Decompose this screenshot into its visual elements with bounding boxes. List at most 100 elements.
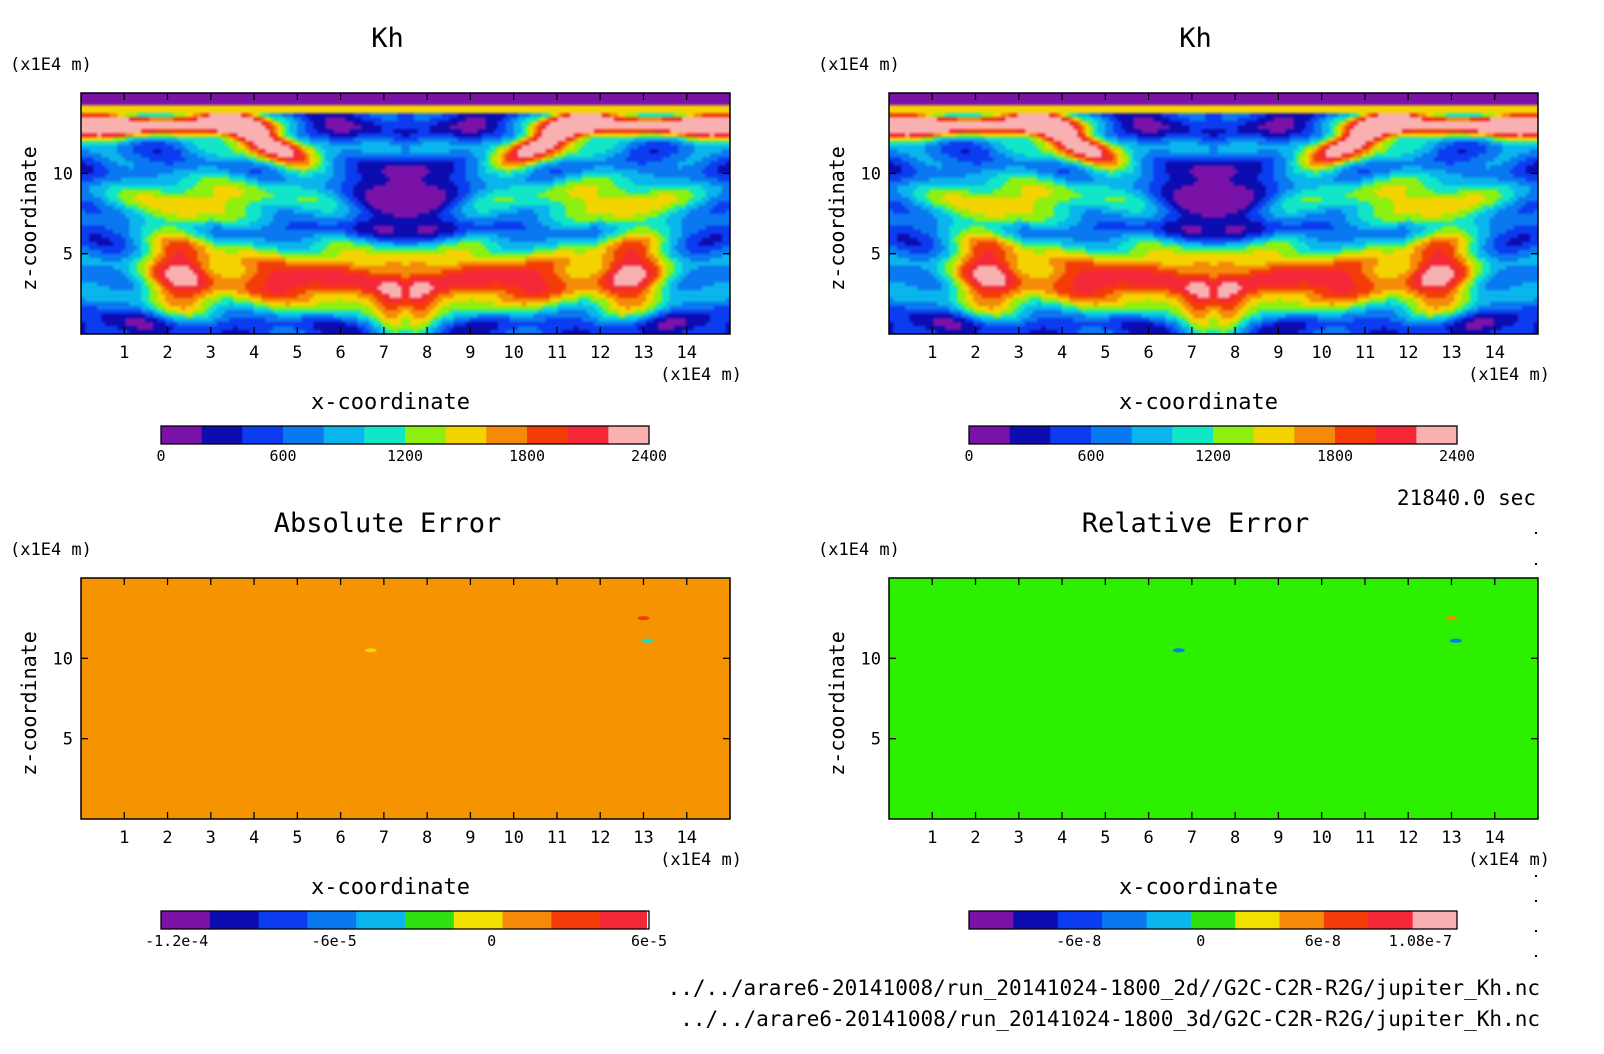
- x-tick-label: 9: [1273, 343, 1283, 363]
- x-tick-label: 13: [1441, 828, 1461, 848]
- colorbar-swatch: [1050, 426, 1092, 444]
- x-tick-label: 10: [503, 343, 523, 363]
- colorbar-tick-label: 600: [269, 447, 296, 465]
- colorbar-swatch: [405, 911, 455, 929]
- error-spot: [637, 616, 650, 621]
- colorbar-swatch: [1235, 911, 1281, 929]
- time-label: 21840.0 sec: [1397, 486, 1536, 510]
- colorbar-tick-label: 1200: [1195, 447, 1231, 465]
- colorbar-swatch: [307, 911, 357, 929]
- x-tick-label: 10: [1311, 343, 1331, 363]
- margin-dots: [1535, 532, 1537, 957]
- x-tick-label: 11: [547, 828, 567, 848]
- x-tick-label: 11: [1355, 343, 1375, 363]
- colorbar-frame: [160, 910, 650, 930]
- panel-title: Kh: [371, 23, 404, 54]
- x-tick-label: 14: [676, 828, 696, 848]
- colorbar-tick-label: 1.08e-7: [1389, 932, 1452, 950]
- colorbar-swatch: [1009, 426, 1051, 444]
- x-unit-label: (x1E4 m): [1468, 850, 1550, 870]
- colorbar-frame: [968, 910, 1458, 930]
- x-tick-label: 2: [970, 828, 980, 848]
- colorbar-tick-label: 1200: [387, 447, 423, 465]
- colorbar-swatch: [283, 426, 325, 444]
- colorbar: 0 600 1200 1800 2400: [156, 425, 667, 465]
- x-tick-label: 14: [1484, 343, 1504, 363]
- colorbar-frame: [160, 425, 650, 445]
- x-axis-label: x-coordinate: [1119, 390, 1278, 415]
- kh-field: [889, 93, 1538, 334]
- colorbar-swatch: [453, 911, 504, 929]
- y-tick-label: 10: [53, 649, 73, 669]
- x-tick-label: 8: [1230, 343, 1240, 363]
- x-tick-label: 8: [1230, 828, 1240, 848]
- colorbar-tick-label: -1.2e-4: [145, 932, 208, 950]
- plot-frame: [888, 577, 1539, 820]
- x-tick-label: 11: [547, 343, 567, 363]
- colorbar: -6e-8 0 6e-8 1.08e-7: [968, 910, 1458, 950]
- panel-4: Relative Error(x1E4 m)1 2 3 4 5 6 7 8 9 10 11 12 13 1…: [818, 508, 1550, 950]
- colorbar-swatch: [969, 426, 1011, 444]
- x-tick-label: 8: [422, 828, 432, 848]
- error-field: [889, 578, 1538, 819]
- x-tick-label: 1: [119, 828, 129, 848]
- x-tick-label: 4: [249, 343, 259, 363]
- x-tick-label: 2: [162, 828, 172, 848]
- colorbar: 0 600 1200 1800 2400: [964, 425, 1475, 465]
- y-unit-label: (x1E4 m): [10, 540, 92, 560]
- x-tick-label: 10: [1311, 828, 1331, 848]
- colorbar-swatch: [1279, 911, 1325, 929]
- x-tick-label: 2: [970, 343, 980, 363]
- colorbar-swatch: [201, 426, 243, 444]
- colorbar-swatch: [258, 911, 308, 929]
- y-unit-label: (x1E4 m): [818, 55, 900, 75]
- y-unit-label: (x1E4 m): [10, 55, 92, 75]
- footer-path-3d: ../../arare6-20141008/run_20141024-1800_…: [680, 1007, 1540, 1031]
- x-tick-label: 2: [162, 343, 172, 363]
- x-unit-label: (x1E4 m): [660, 850, 742, 870]
- panel-title: Absolute Error: [274, 508, 502, 539]
- colorbar-swatch: [969, 911, 1014, 929]
- y-tick-label: 10: [861, 649, 881, 669]
- y-axis-label: z-coordinate: [825, 146, 849, 291]
- panel-3: Absolute Error(x1E4 m)1 2 3 4 5 6 7 8 9 10 11 12 13 1…: [10, 508, 742, 950]
- y-tick-label: 5: [63, 730, 73, 750]
- colorbar-swatch: [323, 426, 365, 444]
- x-tick-label: 13: [1441, 343, 1461, 363]
- x-tick-label: 3: [1014, 828, 1024, 848]
- error-spot: [1172, 648, 1185, 653]
- colorbar-tick-label: -6e-8: [1056, 932, 1101, 950]
- colorbar-swatch: [1190, 911, 1236, 929]
- colorbar-swatch: [608, 426, 650, 444]
- error-spot: [641, 638, 654, 643]
- x-tick-label: 7: [379, 343, 389, 363]
- x-tick-label: 6: [1143, 828, 1153, 848]
- colorbar-swatch: [1375, 426, 1417, 444]
- colorbar-swatch: [1213, 426, 1255, 444]
- x-axis-label: x-coordinate: [1119, 875, 1278, 900]
- x-tick-label: 7: [1187, 343, 1197, 363]
- x-tick-label: 12: [590, 828, 610, 848]
- colorbar-swatch: [1091, 426, 1133, 444]
- error-spot: [1449, 638, 1462, 643]
- x-tick-label: 14: [676, 343, 696, 363]
- colorbar-swatch: [1368, 911, 1414, 929]
- colorbar-tick-label: 1800: [509, 447, 545, 465]
- colorbar-swatch: [364, 426, 406, 444]
- x-tick-label: 12: [590, 343, 610, 363]
- colorbar-swatch: [567, 426, 609, 444]
- colorbar-swatch: [600, 911, 650, 929]
- colorbar: -1.2e-4 -6e-5 0 6e-5: [145, 910, 667, 950]
- x-tick-label: 7: [379, 828, 389, 848]
- x-tick-label: 1: [119, 343, 129, 363]
- colorbar-swatch: [1294, 426, 1336, 444]
- colorbar-swatch: [1335, 426, 1377, 444]
- y-axis-label: z-coordinate: [17, 631, 41, 776]
- x-tick-label: 5: [1100, 828, 1110, 848]
- colorbar-tick-label: 0: [156, 447, 165, 465]
- x-tick-label: 3: [206, 828, 216, 848]
- x-tick-label: 4: [1057, 343, 1067, 363]
- x-tick-label: 7: [1187, 828, 1197, 848]
- kh-field: [81, 93, 730, 334]
